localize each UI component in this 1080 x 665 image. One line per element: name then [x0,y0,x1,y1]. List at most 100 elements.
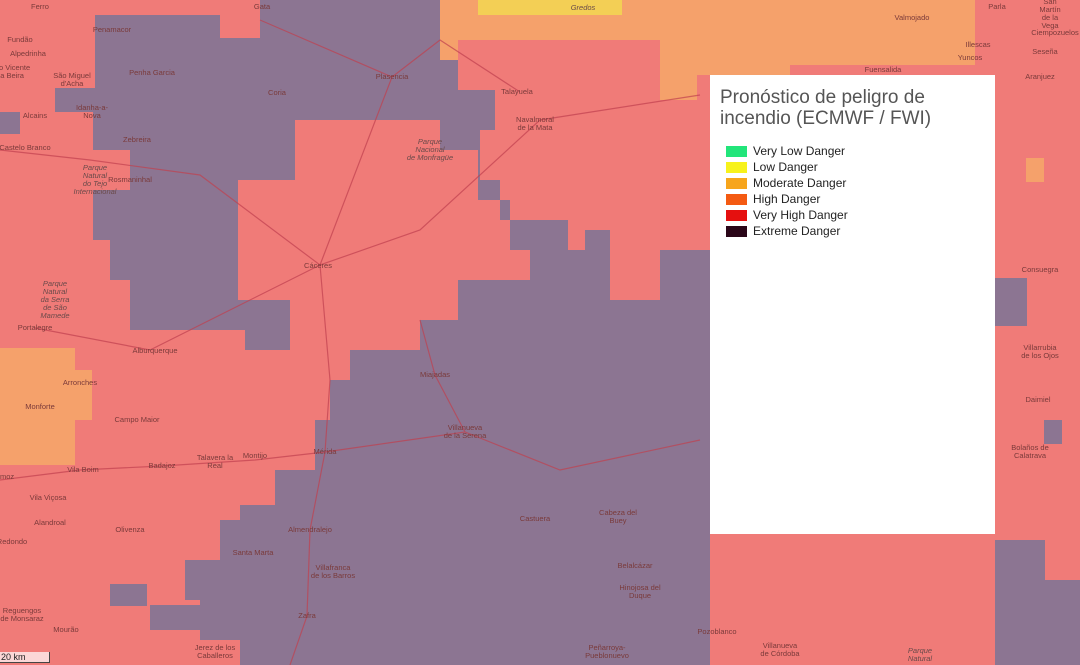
extreme-danger-patch [995,278,1027,326]
place-label: Villanueva de Córdoba [760,641,800,658]
place-label: Alcains [22,111,48,120]
place-label: Aranjuez [1025,72,1055,81]
place-label: Ferro [31,2,49,11]
low-danger-area [478,0,622,15]
place-label: Portalegre [17,323,53,332]
extreme-danger-area [55,0,710,665]
extreme-danger-area-3 [548,325,640,440]
place-label: Parla [988,2,1006,11]
place-label: Reguengos de Monsaraz [0,606,44,623]
place-label: Gata [253,2,271,11]
place-label: Alpedrinha [10,49,46,58]
legend-item: Low Danger [720,159,985,175]
place-label: Vila Viçosa [29,493,67,502]
place-label: Badajoz [148,461,176,470]
place-label: Olivenza [115,525,145,534]
legend-swatch [726,145,747,157]
place-label: Monforte [25,402,55,411]
place-label: Cabeza del Buey [599,508,637,525]
legend-swatch [726,193,747,205]
place-label: Cáceres [304,261,332,270]
place-label: Parque Natural do Tejo Internacional [73,163,117,196]
legend-item: Extreme Danger [720,223,985,239]
place-label: emoz [0,472,15,481]
place-label: Hinojosa del Duque [619,583,661,600]
place-label: Fundão [7,35,33,44]
place-label: Coria [268,88,286,97]
legend-swatch [726,209,747,221]
place-label: Villarrubia de los Ojos [1021,343,1059,360]
place-label: Plasencia [375,72,409,81]
legend-swatch [726,225,747,237]
place-label: São Vicente da Beira [0,63,31,80]
place-label: Alandroal [34,518,66,527]
place-label: Daimiel [1025,395,1051,404]
legend-label: Moderate Danger [753,176,847,190]
extreme-danger-patch [150,605,202,630]
legend-label: Very Low Danger [753,144,846,158]
place-label: Zafra [298,611,316,620]
place-label: Gredos [570,3,596,12]
place-label: Peñarroya- Pueblonuevo [585,643,629,660]
legend-panel: Pronóstico de peligro de incendio (ECMWF… [710,75,995,534]
place-label: Zebreira [123,135,151,144]
legend-item: Moderate Danger [720,175,985,191]
place-label: Vila Boim [67,465,99,474]
place-label: Belalcázar [617,561,653,570]
place-label: Jerez de los Caballeros [194,643,236,660]
legend-swatch [726,177,747,189]
place-label: Alburquerque [132,346,178,355]
place-label: Arronches [62,378,98,387]
place-label: Almendralejo [288,525,332,534]
place-label: Parque Natural [907,646,933,663]
road-network [0,19,701,665]
moderate-danger-area [440,0,975,100]
legend-label: Low Danger [753,160,818,174]
place-label: Yuncos [957,53,983,62]
place-label: Bolaños de Calatrava [1011,443,1049,460]
scale-bar: 20 km [0,652,50,663]
legend-title: Pronóstico de peligro de incendio (ECMWF… [720,87,932,129]
legend-item: High Danger [720,191,985,207]
place-label: Parque Natural da Serra de São Mamede [40,279,70,320]
place-label: Redondo [0,537,28,546]
legend-label: High Danger [753,192,821,206]
place-label: Montijo [242,451,268,460]
place-label: Rosmaninhal [108,175,152,184]
extreme-danger-area-se [995,540,1080,665]
place-label: Valmojado [894,13,930,22]
legend-swatch [726,161,747,173]
place-label: Villafranca de los Barros [310,563,356,580]
place-label: Ciempozuelos [1031,28,1079,37]
place-label: Santa Marta [232,548,274,557]
place-label: Castelo Branco [0,143,51,152]
place-label: Parque Nacional de Monfragüe [406,137,454,162]
legend-label: Extreme Danger [753,224,841,238]
place-label: Miajadas [419,370,451,379]
place-label: Talayuela [501,87,533,96]
place-label: Campo Maior [114,415,160,424]
place-label: Penamacor [92,25,132,34]
place-label: Illescas [965,40,991,49]
place-label: São Miguel d'Acha [53,71,91,88]
place-label: Villanueva de la Serena [443,423,487,440]
legend-item: Very Low Danger [720,143,985,159]
extreme-danger-patch [110,584,147,606]
place-label: Navalmoral de la Mata [516,115,554,132]
place-label: San Martín de la Vega [1039,0,1061,30]
place-label: Talavera la Real [196,453,234,470]
extreme-danger-area-2 [110,200,290,350]
place-label: Fuensalida [864,65,902,74]
moderate-danger-patch [1026,158,1044,182]
place-label: Seseña [1032,47,1058,56]
place-label: Consuegra [1021,265,1059,274]
place-label: Mérida [313,447,337,456]
place-label: Pozoblanco [697,627,737,636]
place-label: Penha Garcia [129,68,175,77]
place-label: Idanha-a- Nova [75,103,109,120]
extreme-danger-patch [1044,420,1062,444]
legend-item: Very High Danger [720,207,985,223]
extreme-danger-patch [0,112,20,134]
legend-label: Very High Danger [753,208,848,222]
place-label: Mourão [53,625,79,634]
